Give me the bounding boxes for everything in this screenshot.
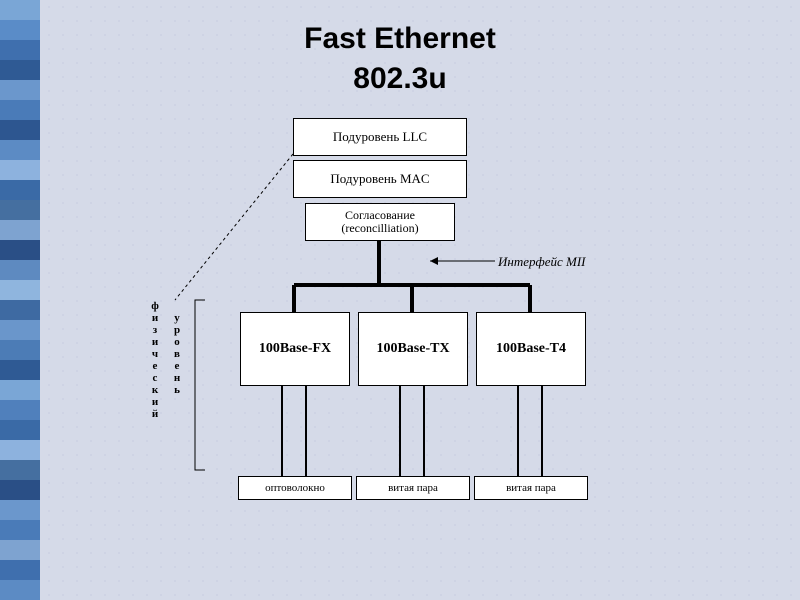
slide: Fast Ethernet 802.3u Подуровень LLC Поду… (0, 0, 800, 600)
diagram-connectors (0, 0, 800, 600)
box-medium-utp-1: витая пара (356, 476, 470, 500)
box-100base-t4: 100Base-T4 (476, 312, 586, 386)
vertical-label-layer: уровень (170, 312, 184, 396)
box-reconciliation: Согласование (reconcilliation) (305, 203, 455, 241)
box-100base-fx: 100Base-FX (240, 312, 350, 386)
box-mac: Подуровень MAC (293, 160, 467, 198)
vertical-label-physical: физический (148, 300, 162, 420)
box-100base-tx: 100Base-TX (358, 312, 468, 386)
box-medium-utp-2: витая пара (474, 476, 588, 500)
interface-mii-label: Интерфейс MII (498, 254, 586, 270)
box-medium-fiber: оптоволокно (238, 476, 352, 500)
diagram-container: Подуровень LLC Подуровень MAC Согласован… (0, 0, 800, 600)
box-llc: Подуровень LLC (293, 118, 467, 156)
